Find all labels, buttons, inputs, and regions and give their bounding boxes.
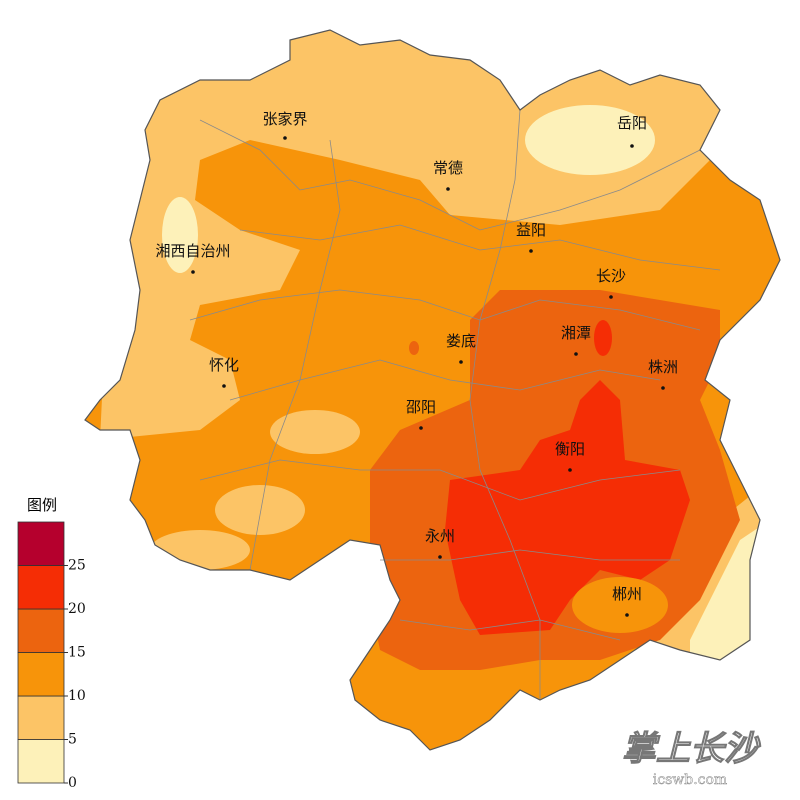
- city-label: 长沙: [596, 267, 626, 285]
- city-dot: [529, 249, 533, 253]
- city-label: 益阳: [516, 221, 546, 239]
- city-dot: [438, 555, 442, 559]
- legend-swatch: [17, 608, 65, 653]
- city-label: 郴州: [612, 585, 642, 603]
- city-label: 怀化: [209, 356, 239, 374]
- city-dot: [459, 360, 463, 364]
- legend-tick-label: 20: [68, 601, 86, 617]
- legend-tick-label: 25: [68, 558, 86, 574]
- legend-swatch: [17, 521, 65, 566]
- legend-swatch: [17, 565, 65, 610]
- city-dot: [568, 468, 572, 472]
- city-dot: [222, 384, 226, 388]
- city-label: 张家界: [262, 110, 307, 128]
- legend-swatch: [17, 695, 65, 740]
- city-dot: [446, 187, 450, 191]
- legend-swatch: [17, 652, 65, 697]
- city-dot: [283, 136, 287, 140]
- legend: 0 5 10 15 20 25: [17, 521, 86, 791]
- city-label: 湘潭: [561, 324, 591, 342]
- city-dot: [191, 270, 195, 274]
- legend-title: 图例: [27, 496, 57, 514]
- city-dot: [574, 352, 578, 356]
- city-dot: [609, 295, 613, 299]
- legend-tick-label: 15: [68, 645, 86, 661]
- city-label: 株洲: [648, 358, 678, 376]
- legend-tick-label: 5: [68, 732, 77, 748]
- city-label: 常德: [433, 159, 463, 177]
- city-dot: [630, 144, 634, 148]
- watermark-url: icswb.com: [653, 772, 727, 788]
- city-label: 岳阳: [617, 114, 647, 132]
- city-dot: [661, 386, 665, 390]
- city-label: 湘西自治州: [155, 242, 230, 260]
- city-dot: [625, 613, 629, 617]
- legend-tick-label: 0: [68, 775, 77, 791]
- legend-swatch: [17, 739, 65, 784]
- legend-tick-label: 10: [68, 688, 86, 704]
- province-outline: [84, 29, 781, 751]
- city-label: 娄底: [446, 332, 476, 350]
- watermark-title: 掌上长沙: [622, 729, 761, 769]
- county-lines: [189, 109, 721, 700]
- city-label: 永州: [425, 527, 455, 545]
- city-label: 邵阳: [406, 398, 436, 416]
- city-label: 衡阳: [555, 440, 585, 458]
- city-dot: [419, 426, 423, 430]
